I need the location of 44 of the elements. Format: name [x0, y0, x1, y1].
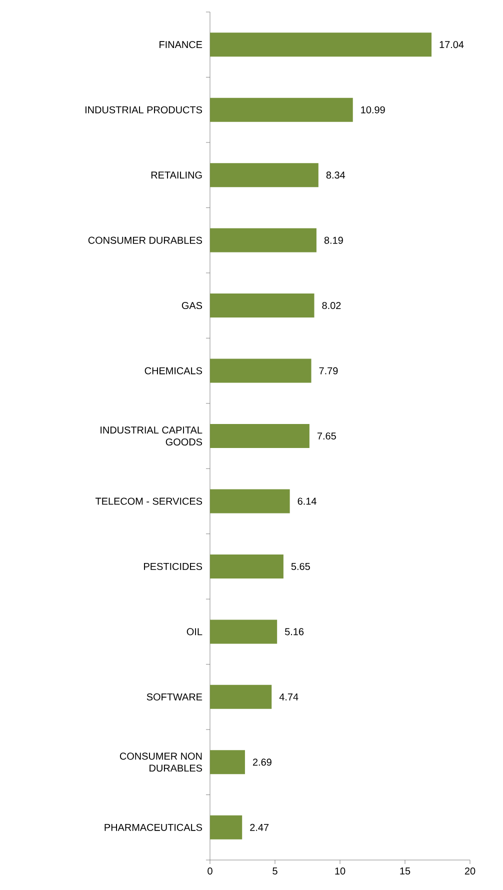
bar: [210, 32, 432, 57]
y-tick-label: SOFTWARE: [146, 693, 202, 700]
data-label: 5.16: [285, 628, 304, 636]
y-tick-label: PHARMACEUTICALS: [104, 824, 202, 831]
y-tick-label: CHEMICALS: [144, 367, 202, 374]
data-label: 2.47: [250, 824, 269, 831]
y-tick-label: INDUSTRIAL CAPITAL GOODS: [100, 426, 202, 446]
data-label: 10.99: [361, 106, 385, 114]
data-label: 8.19: [324, 236, 343, 244]
bar: [210, 98, 353, 122]
data-label: 5.65: [291, 562, 310, 570]
x-tick-label: 10: [335, 868, 346, 875]
y-tick-label: FINANCE: [160, 41, 202, 48]
data-label: 4.74: [279, 693, 298, 700]
y-tick-label: INDUSTRIAL PRODUCTS: [85, 106, 202, 114]
bar: [210, 424, 310, 448]
x-tick-label: 20: [464, 868, 476, 875]
bar: [210, 684, 272, 709]
bar: [210, 228, 316, 252]
y-tick-label: GAS: [182, 302, 202, 310]
bar: [210, 163, 318, 188]
bar: [210, 358, 312, 383]
x-tick-label: 15: [400, 868, 410, 874]
bar: [210, 815, 242, 840]
data-label: 7.65: [317, 432, 336, 440]
y-tick-label: CONSUMER DURABLES: [88, 236, 202, 244]
data-label: 7.79: [319, 367, 338, 374]
bar: [210, 554, 284, 578]
x-tick-label: 0: [208, 868, 212, 875]
data-label: 2.69: [252, 758, 272, 766]
data-label: 8.34: [326, 172, 346, 179]
data-label: 17.04: [440, 41, 464, 48]
data-label: 8.02: [322, 302, 341, 310]
y-tick-label: PESTICIDES: [144, 562, 202, 570]
bar: [210, 620, 278, 644]
bar: [210, 750, 245, 774]
x-tick-label: 5: [272, 868, 278, 874]
y-tick-label: OIL: [186, 628, 202, 636]
y-tick-label: CONSUMER NON DURABLES: [120, 752, 202, 772]
data-label: 6.14: [298, 498, 316, 505]
bar: [210, 294, 314, 318]
y-tick-label: RETAILING: [151, 172, 202, 179]
bar: [210, 489, 290, 514]
y-tick-label: TELECOM - SERVICES: [95, 498, 202, 505]
